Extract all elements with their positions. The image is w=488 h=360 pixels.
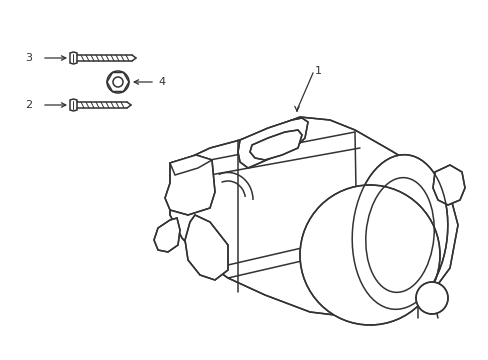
- Text: 4: 4: [158, 77, 165, 87]
- Ellipse shape: [299, 185, 439, 325]
- Polygon shape: [164, 155, 215, 215]
- Polygon shape: [432, 165, 464, 205]
- Polygon shape: [238, 118, 307, 168]
- Text: 2: 2: [25, 100, 33, 110]
- Polygon shape: [154, 218, 180, 252]
- Polygon shape: [249, 130, 302, 160]
- Polygon shape: [184, 215, 227, 280]
- Polygon shape: [170, 155, 212, 175]
- Polygon shape: [170, 117, 457, 318]
- Text: 3: 3: [25, 53, 32, 63]
- Ellipse shape: [351, 155, 447, 309]
- Circle shape: [415, 282, 447, 314]
- Text: 1: 1: [314, 66, 321, 76]
